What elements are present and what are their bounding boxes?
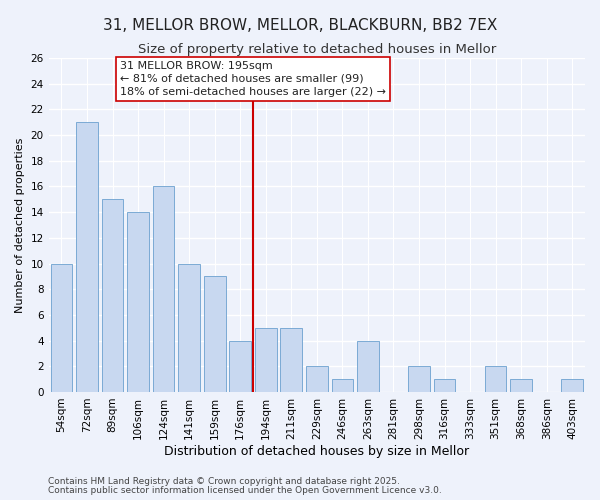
Bar	[562, 379, 583, 392]
Bar	[76, 122, 98, 392]
Bar	[255, 328, 277, 392]
Text: 31 MELLOR BROW: 195sqm
← 81% of detached houses are smaller (99)
18% of semi-det: 31 MELLOR BROW: 195sqm ← 81% of detached…	[120, 60, 386, 97]
Bar	[306, 366, 328, 392]
Bar	[510, 379, 532, 392]
Bar	[280, 328, 302, 392]
Title: Size of property relative to detached houses in Mellor: Size of property relative to detached ho…	[138, 42, 496, 56]
Bar	[434, 379, 455, 392]
Bar	[408, 366, 430, 392]
Bar	[357, 340, 379, 392]
Bar	[50, 264, 72, 392]
X-axis label: Distribution of detached houses by size in Mellor: Distribution of detached houses by size …	[164, 444, 469, 458]
Bar	[332, 379, 353, 392]
Bar	[229, 340, 251, 392]
Bar	[101, 200, 124, 392]
Text: 31, MELLOR BROW, MELLOR, BLACKBURN, BB2 7EX: 31, MELLOR BROW, MELLOR, BLACKBURN, BB2 …	[103, 18, 497, 32]
Bar	[204, 276, 226, 392]
Bar	[485, 366, 506, 392]
Y-axis label: Number of detached properties: Number of detached properties	[15, 138, 25, 312]
Bar	[127, 212, 149, 392]
Text: Contains HM Land Registry data © Crown copyright and database right 2025.: Contains HM Land Registry data © Crown c…	[48, 477, 400, 486]
Bar	[178, 264, 200, 392]
Text: Contains public sector information licensed under the Open Government Licence v3: Contains public sector information licen…	[48, 486, 442, 495]
Bar	[153, 186, 175, 392]
